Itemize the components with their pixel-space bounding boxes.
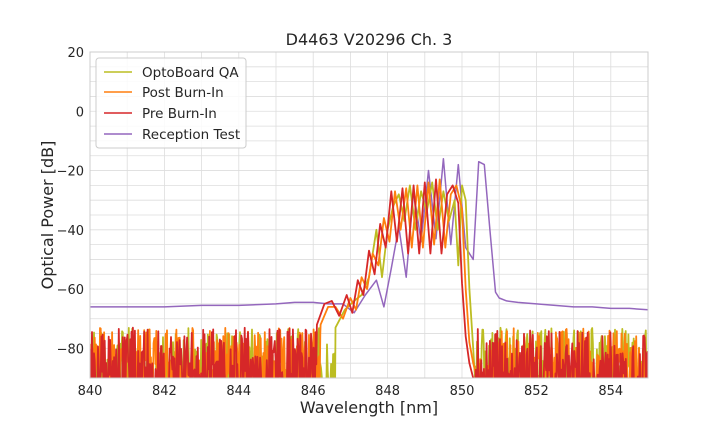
legend-label-pre-burn-in: Pre Burn-In xyxy=(142,106,217,122)
y-tick-label: 20 xyxy=(67,46,84,61)
y-tick-label: 0 xyxy=(76,105,84,120)
x-tick-label: 840 xyxy=(78,384,103,399)
series-layer xyxy=(90,157,648,378)
y-tick-label: −40 xyxy=(57,224,84,239)
x-tick-label: 842 xyxy=(152,384,177,399)
x-tick-label: 848 xyxy=(375,384,400,399)
x-tick-labels: 840 842 844 846 848 850 852 854 xyxy=(78,384,624,399)
x-tick-label: 854 xyxy=(598,384,623,399)
legend: OptoBoard QA Post Burn-In Pre Burn-In Re… xyxy=(95,57,247,149)
legend-label-reception-test: Reception Test xyxy=(142,127,240,143)
y-tick-labels: 20 0 −20 −40 −60 −80 xyxy=(57,46,84,357)
y-tick-label: −60 xyxy=(57,283,84,298)
legend-frame xyxy=(95,57,247,149)
x-tick-label: 850 xyxy=(450,384,475,399)
y-tick-label: −20 xyxy=(57,165,84,180)
x-tick-label: 852 xyxy=(524,384,549,399)
series-line-pre-burn-in xyxy=(90,178,648,378)
legend-label-post-burn-in: Post Burn-In xyxy=(142,85,224,101)
y-tick-label: −80 xyxy=(57,342,84,357)
legend-label-optoboard-qa: OptoBoard QA xyxy=(142,65,239,81)
plot-frame xyxy=(89,51,649,379)
series-line-reception-test xyxy=(90,157,648,314)
x-axis-label: Wavelength [nm] xyxy=(300,398,438,417)
y-axis-label: Optical Power [dB] xyxy=(38,141,57,290)
chart-title: D4463 V20296 Ch. 3 xyxy=(286,30,453,49)
x-tick-label: 846 xyxy=(301,384,326,399)
x-tick-label: 844 xyxy=(226,384,251,399)
